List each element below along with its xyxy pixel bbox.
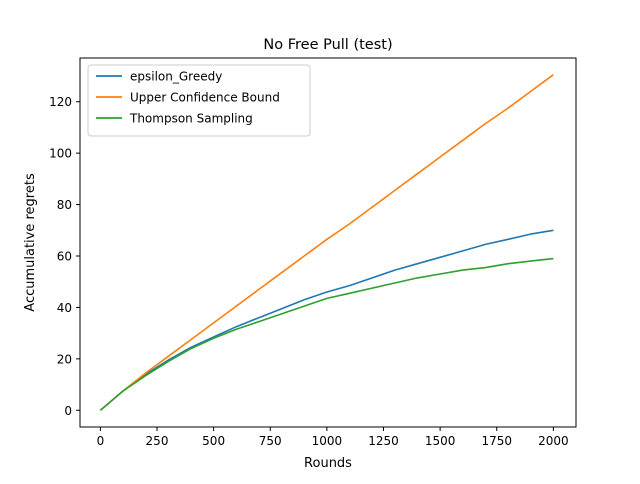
series-line-0	[99, 229, 554, 411]
x-tick-label: 500	[202, 434, 225, 448]
legend-label-1: Upper Confidence Bound	[130, 91, 280, 105]
x-tick-label: 1250	[368, 434, 399, 448]
y-tick-label: 40	[57, 301, 72, 315]
y-axis-label: Accumulative regrets	[23, 173, 38, 312]
series-layer	[99, 74, 554, 411]
y-tick-label: 0	[64, 404, 72, 418]
chart-title: No Free Pull (test)	[263, 37, 392, 53]
x-tick-label: 0	[97, 434, 105, 448]
y-axis-ticks: 0 20 40 60 80 100 120	[49, 95, 80, 418]
legend-label-0: epsilon_Greedy	[130, 70, 222, 84]
x-tick-label: 250	[146, 434, 169, 448]
y-tick-label: 100	[49, 147, 72, 161]
series-line-2	[99, 257, 554, 411]
x-axis-label: Rounds	[304, 456, 352, 471]
legend-label-2: Thompson Sampling	[129, 112, 253, 126]
x-tick-label: 1000	[312, 434, 343, 448]
x-tick-label: 1500	[425, 434, 456, 448]
plot-frame	[79, 57, 577, 428]
legend: epsilon_Greedy Upper Confidence Bound Thom…	[87, 64, 311, 137]
series-line-1	[99, 74, 554, 411]
x-tick-label: 2000	[538, 434, 569, 448]
x-axis-ticks: 0 250 500 750 1000 1250 1500 1750 2000	[97, 427, 569, 448]
y-tick-label: 60	[57, 250, 72, 264]
y-tick-label: 80	[57, 198, 72, 212]
legend-box	[87, 64, 311, 137]
y-tick-label: 120	[49, 95, 72, 109]
x-tick-label: 1750	[481, 434, 512, 448]
x-tick-label: 750	[259, 434, 282, 448]
y-tick-label: 20	[57, 352, 72, 366]
